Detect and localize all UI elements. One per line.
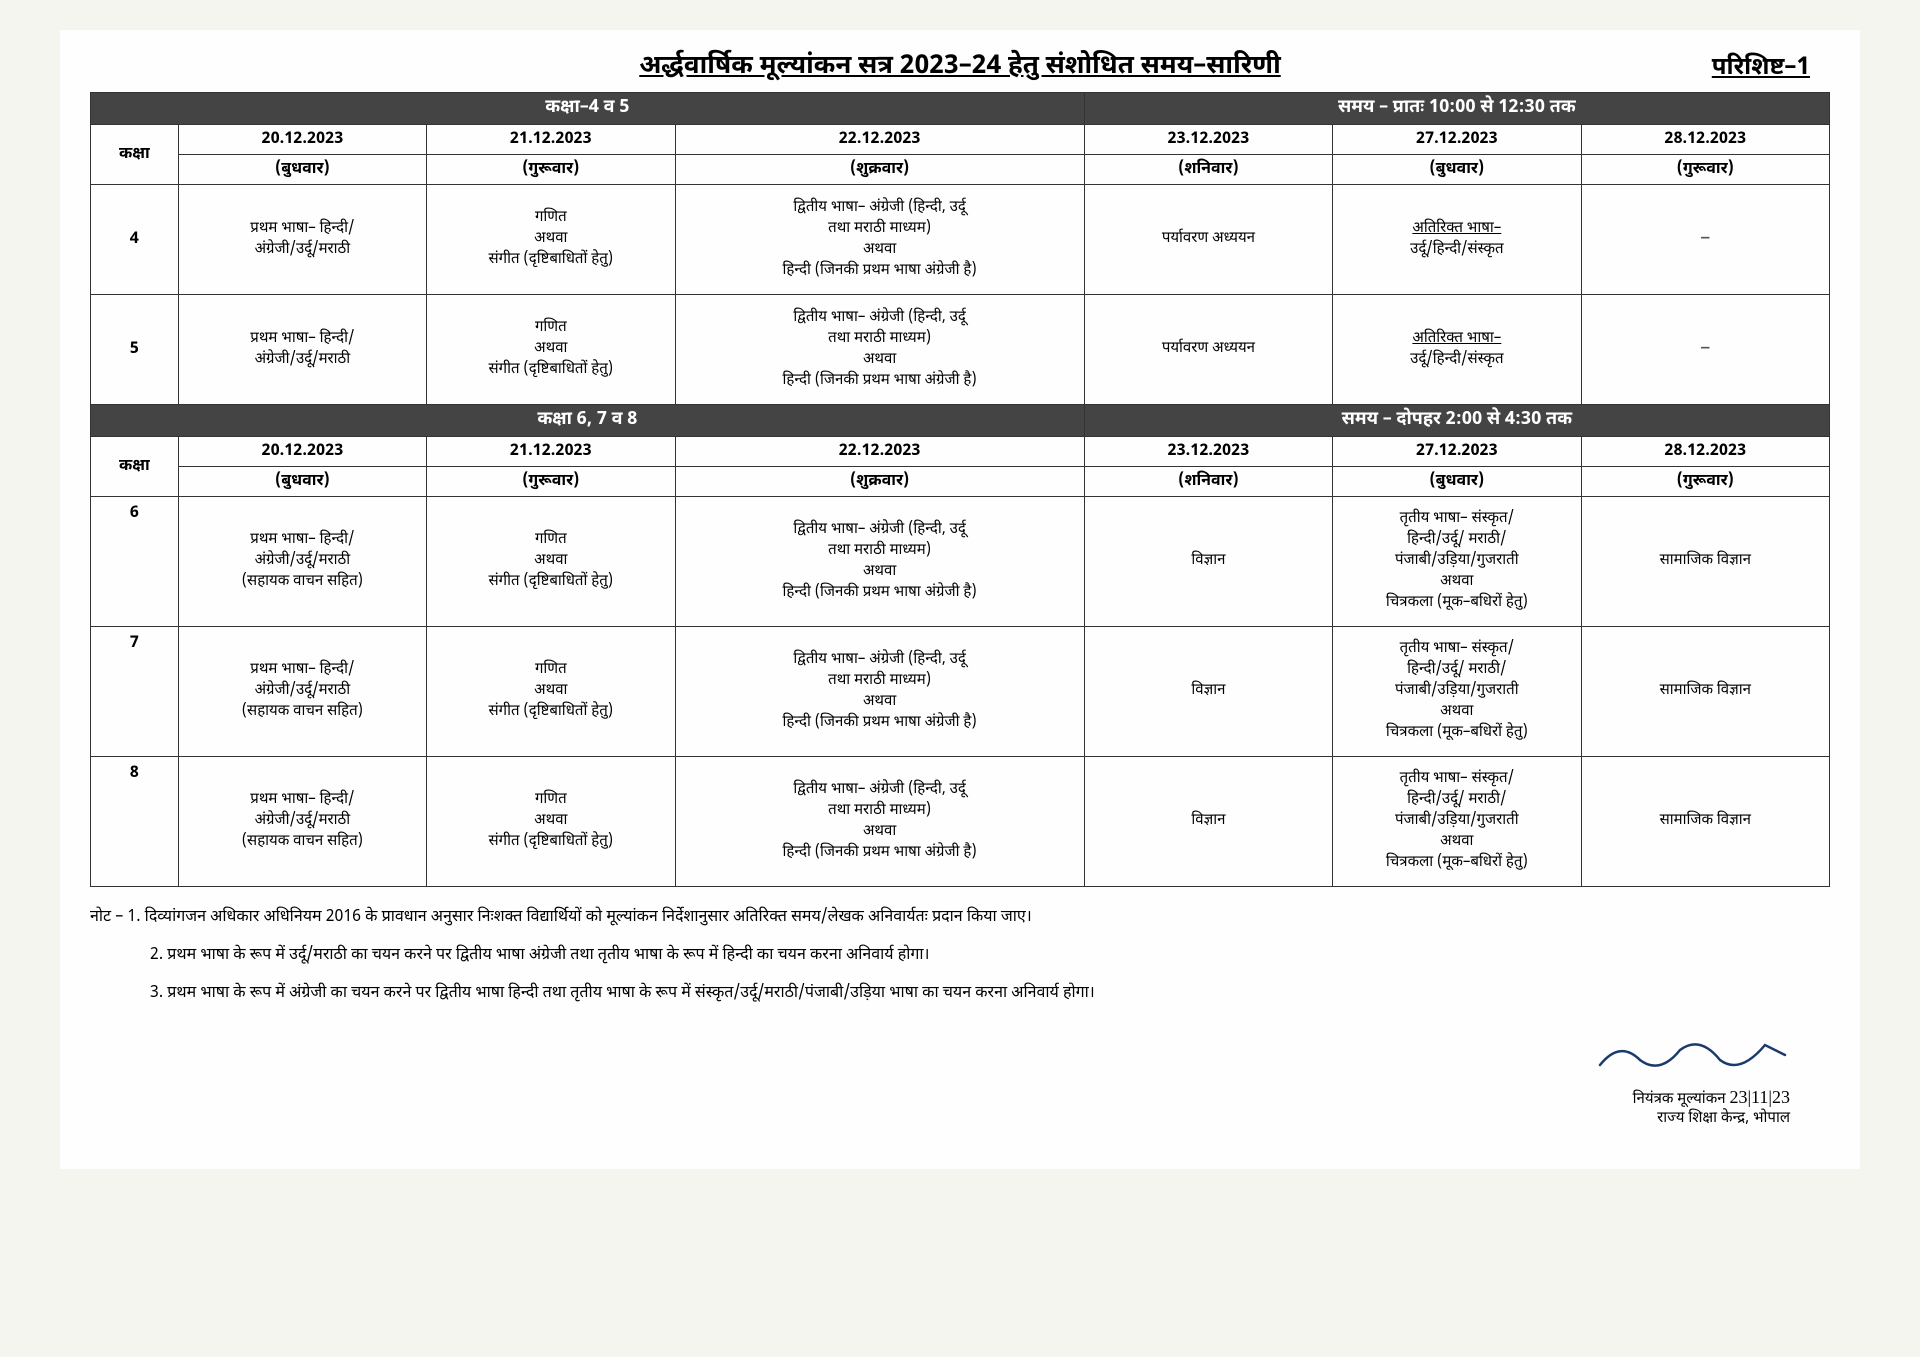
signature-block: नियंत्रक मूल्यांकन 23|11|23 राज्य शिक्षा… bbox=[90, 1030, 1830, 1129]
day-col: (गुरूवार) bbox=[427, 467, 675, 497]
subject-cell: गणितअथवासंगीत (दृष्टिबाधितों हेतु) bbox=[427, 757, 675, 887]
date-col: 21.12.2023 bbox=[427, 125, 675, 155]
subject-cell: प्रथम भाषा– हिन्दी/अंग्रेजी/उर्दू/मराठी(… bbox=[178, 627, 426, 757]
empty-cell: – bbox=[1581, 295, 1829, 405]
header-row: अर्द्धवार्षिक मूल्यांकन सत्र 2023–24 हेत… bbox=[90, 50, 1830, 84]
date-col: 28.12.2023 bbox=[1581, 437, 1829, 467]
table-row: 5 प्रथम भाषा– हिन्दी/अंग्रेजी/उर्दू/मराठ… bbox=[91, 295, 1830, 405]
document-page: अर्द्धवार्षिक मूल्यांकन सत्र 2023–24 हेत… bbox=[60, 30, 1860, 1169]
subject-cell: द्वितीय भाषा– अंग्रेजी (हिन्दी, उर्दूतथा… bbox=[675, 757, 1084, 887]
date-col: 23.12.2023 bbox=[1084, 437, 1332, 467]
class-num: 6 bbox=[91, 497, 179, 627]
subject-cell: द्वितीय भाषा– अंग्रेजी (हिन्दी, उर्दूतथा… bbox=[675, 185, 1084, 295]
day-col: (शुक्रवार) bbox=[675, 467, 1084, 497]
date-col: 20.12.2023 bbox=[178, 437, 426, 467]
subject-cell: प्रथम भाषा– हिन्दी/अंग्रेजी/उर्दू/मराठी(… bbox=[178, 757, 426, 887]
subject-cell: विज्ञान bbox=[1084, 627, 1332, 757]
subject-cell: द्वितीय भाषा– अंग्रेजी (हिन्दी, उर्दूतथा… bbox=[675, 497, 1084, 627]
timetable: कक्षा–4 व 5 समय – प्रातः 10:00 से 12:30 … bbox=[90, 92, 1830, 887]
day-col: (बुधवार) bbox=[1333, 155, 1581, 185]
subject-cell: सामाजिक विज्ञान bbox=[1581, 627, 1829, 757]
date-row-1: कक्षा 20.12.2023 21.12.2023 22.12.2023 2… bbox=[91, 125, 1830, 155]
day-col: (बुधवार) bbox=[178, 467, 426, 497]
day-row-2: (बुधवार) (गुरूवार) (शुक्रवार) (शनिवार) (… bbox=[91, 467, 1830, 497]
subject-cell: गणितअथवासंगीत (दृष्टिबाधितों हेतु) bbox=[427, 185, 675, 295]
signature-date: 23|11|23 bbox=[1729, 1087, 1790, 1107]
additional-lang-value: उर्दू/हिन्दी/संस्कृत bbox=[1410, 351, 1503, 370]
subject-cell: विज्ञान bbox=[1084, 497, 1332, 627]
empty-cell: – bbox=[1581, 185, 1829, 295]
subject-cell: प्रथम भाषा– हिन्दी/अंग्रेजी/उर्दू/मराठी bbox=[178, 185, 426, 295]
table-row: 4 प्रथम भाषा– हिन्दी/अंग्रेजी/उर्दू/मराठ… bbox=[91, 185, 1830, 295]
subject-cell: तृतीय भाषा– संस्कृत/हिन्दी/उर्दू/ मराठी/… bbox=[1333, 497, 1581, 627]
additional-lang-value: उर्दू/हिन्दी/संस्कृत bbox=[1410, 241, 1503, 260]
day-col: (बुधवार) bbox=[178, 155, 426, 185]
date-col: 22.12.2023 bbox=[675, 437, 1084, 467]
class-num: 5 bbox=[91, 295, 179, 405]
subject-cell: गणितअथवासंगीत (दृष्टिबाधितों हेतु) bbox=[427, 295, 675, 405]
signature-title: नियंत्रक मूल्यांकन bbox=[1633, 1091, 1726, 1110]
section2-left: कक्षा 6, 7 व 8 bbox=[91, 405, 1085, 437]
class-header: कक्षा bbox=[91, 437, 179, 497]
date-col: 22.12.2023 bbox=[675, 125, 1084, 155]
note-1: नोट – 1. दिव्यांगजन अधिकार अधिनियम 2016 … bbox=[90, 902, 1830, 934]
table-row: 6 प्रथम भाषा– हिन्दी/अंग्रेजी/उर्दू/मराठ… bbox=[91, 497, 1830, 627]
class-num: 8 bbox=[91, 757, 179, 887]
subject-cell: पर्यावरण अध्ययन bbox=[1084, 295, 1332, 405]
day-col: (गुरूवार) bbox=[1581, 467, 1829, 497]
subject-cell: प्रथम भाषा– हिन्दी/अंग्रेजी/उर्दू/मराठी bbox=[178, 295, 426, 405]
date-col: 21.12.2023 bbox=[427, 437, 675, 467]
date-col: 28.12.2023 bbox=[1581, 125, 1829, 155]
signature-line2: राज्य शिक्षा केन्द्र, भोपाल bbox=[90, 1110, 1790, 1129]
subject-cell: पर्यावरण अध्ययन bbox=[1084, 185, 1332, 295]
appendix-label: परिशिष्ट–1 bbox=[1712, 52, 1810, 84]
date-row-2: कक्षा 20.12.2023 21.12.2023 22.12.2023 2… bbox=[91, 437, 1830, 467]
subject-cell: सामाजिक विज्ञान bbox=[1581, 757, 1829, 887]
day-col: (शुक्रवार) bbox=[675, 155, 1084, 185]
section2-right: समय – दोपहर 2:00 से 4:30 तक bbox=[1084, 405, 1829, 437]
subject-cell: गणितअथवासंगीत (दृष्टिबाधितों हेतु) bbox=[427, 627, 675, 757]
page-title: अर्द्धवार्षिक मूल्यांकन सत्र 2023–24 हेत… bbox=[639, 50, 1280, 84]
date-col: 20.12.2023 bbox=[178, 125, 426, 155]
day-col: (शनिवार) bbox=[1084, 155, 1332, 185]
subject-cell: द्वितीय भाषा– अंग्रेजी (हिन्दी, उर्दूतथा… bbox=[675, 627, 1084, 757]
subject-cell: तृतीय भाषा– संस्कृत/हिन्दी/उर्दू/ मराठी/… bbox=[1333, 757, 1581, 887]
note-2: 2. प्रथम भाषा के रूप में उर्दू/मराठी का … bbox=[90, 940, 1830, 972]
notes-block: नोट – 1. दिव्यांगजन अधिकार अधिनियम 2016 … bbox=[90, 902, 1830, 1010]
table-row: 7 प्रथम भाषा– हिन्दी/अंग्रेजी/उर्दू/मराठ… bbox=[91, 627, 1830, 757]
subject-cell: अतिरिक्त भाषा– उर्दू/हिन्दी/संस्कृत bbox=[1333, 295, 1581, 405]
signature-line1: नियंत्रक मूल्यांकन 23|11|23 bbox=[90, 1087, 1790, 1110]
table-row: 8 प्रथम भाषा– हिन्दी/अंग्रेजी/उर्दू/मराठ… bbox=[91, 757, 1830, 887]
day-col: (गुरूवार) bbox=[1581, 155, 1829, 185]
date-col: 27.12.2023 bbox=[1333, 125, 1581, 155]
subject-cell: द्वितीय भाषा– अंग्रेजी (हिन्दी, उर्दूतथा… bbox=[675, 295, 1084, 405]
class-header: कक्षा bbox=[91, 125, 179, 185]
note-3: 3. प्रथम भाषा के रूप में अंग्रेजी का चयन… bbox=[90, 978, 1830, 1010]
subject-cell: तृतीय भाषा– संस्कृत/हिन्दी/उर्दू/ मराठी/… bbox=[1333, 627, 1581, 757]
section-header-1: कक्षा–4 व 5 समय – प्रातः 10:00 से 12:30 … bbox=[91, 93, 1830, 125]
day-col: (बुधवार) bbox=[1333, 467, 1581, 497]
subject-cell: सामाजिक विज्ञान bbox=[1581, 497, 1829, 627]
date-col: 27.12.2023 bbox=[1333, 437, 1581, 467]
section1-left: कक्षा–4 व 5 bbox=[91, 93, 1085, 125]
day-col: (गुरूवार) bbox=[427, 155, 675, 185]
subject-cell: गणितअथवासंगीत (दृष्टिबाधितों हेतु) bbox=[427, 497, 675, 627]
signature-icon bbox=[1590, 1030, 1790, 1080]
section1-right: समय – प्रातः 10:00 से 12:30 तक bbox=[1084, 93, 1829, 125]
class-num: 7 bbox=[91, 627, 179, 757]
subject-cell: विज्ञान bbox=[1084, 757, 1332, 887]
subject-cell: अतिरिक्त भाषा– उर्दू/हिन्दी/संस्कृत bbox=[1333, 185, 1581, 295]
day-col: (शनिवार) bbox=[1084, 467, 1332, 497]
additional-lang-label: अतिरिक्त भाषा– bbox=[1412, 220, 1501, 239]
additional-lang-label: अतिरिक्त भाषा– bbox=[1412, 330, 1501, 349]
subject-cell: प्रथम भाषा– हिन्दी/अंग्रेजी/उर्दू/मराठी(… bbox=[178, 497, 426, 627]
section-header-2: कक्षा 6, 7 व 8 समय – दोपहर 2:00 से 4:30 … bbox=[91, 405, 1830, 437]
class-num: 4 bbox=[91, 185, 179, 295]
day-row-1: (बुधवार) (गुरूवार) (शुक्रवार) (शनिवार) (… bbox=[91, 155, 1830, 185]
date-col: 23.12.2023 bbox=[1084, 125, 1332, 155]
